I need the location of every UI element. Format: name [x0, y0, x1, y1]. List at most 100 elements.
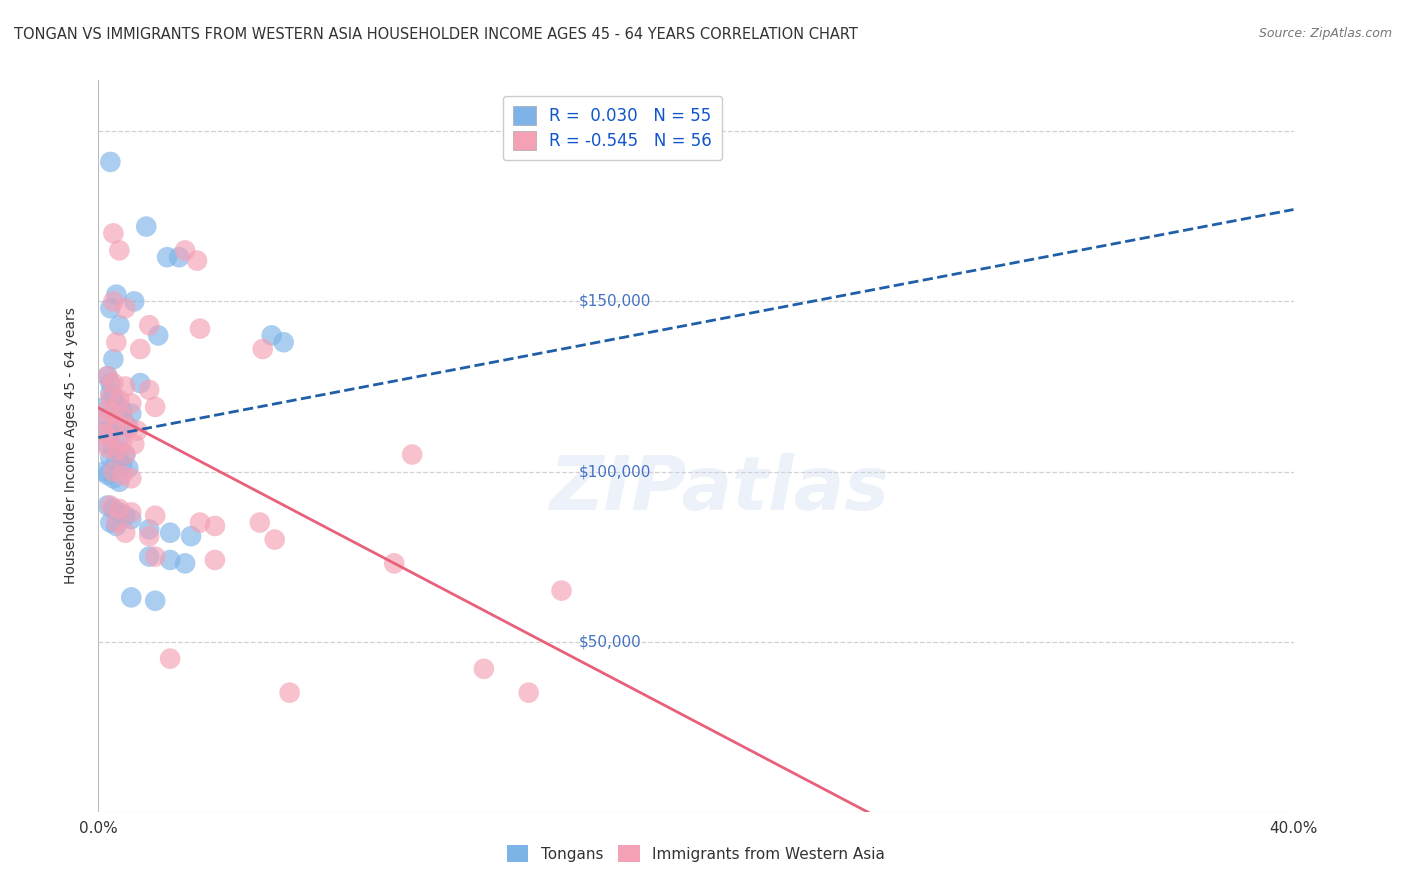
- Point: [96, 437, 118, 451]
- Point: [93, 400, 115, 414]
- Point: [98, 499, 122, 513]
- Point: [96, 403, 118, 417]
- Point: [120, 591, 142, 605]
- Point: [114, 508, 136, 523]
- Point: [472, 662, 495, 676]
- Point: [159, 651, 181, 665]
- Point: [278, 686, 301, 700]
- Point: [174, 557, 197, 571]
- Point: [249, 516, 271, 530]
- Point: [98, 155, 122, 169]
- Point: [105, 335, 128, 350]
- Point: [93, 424, 115, 438]
- Point: [188, 321, 211, 335]
- Point: [98, 427, 122, 442]
- Point: [188, 516, 211, 530]
- Point: [105, 444, 128, 458]
- Point: [174, 244, 197, 258]
- Point: [108, 430, 131, 444]
- Point: [111, 434, 134, 448]
- Point: [105, 287, 128, 301]
- Point: [156, 250, 179, 264]
- Point: [120, 505, 142, 519]
- Point: [108, 475, 131, 489]
- Point: [105, 413, 128, 427]
- Point: [117, 461, 139, 475]
- Point: [135, 219, 157, 234]
- Point: [550, 583, 572, 598]
- Point: [98, 516, 122, 530]
- Point: [117, 420, 139, 434]
- Point: [138, 383, 160, 397]
- Point: [138, 549, 160, 564]
- Point: [204, 553, 226, 567]
- Point: [103, 465, 125, 479]
- Point: [204, 519, 226, 533]
- Point: [96, 441, 118, 455]
- Point: [98, 390, 122, 404]
- Point: [120, 396, 142, 410]
- Point: [138, 529, 160, 543]
- Point: [120, 471, 142, 485]
- Point: [263, 533, 285, 547]
- Point: [111, 410, 134, 425]
- Point: [103, 502, 125, 516]
- Text: $50,000: $50,000: [579, 634, 641, 649]
- Point: [108, 505, 131, 519]
- Point: [93, 427, 115, 442]
- Point: [96, 499, 118, 513]
- Point: [103, 227, 125, 241]
- Point: [186, 253, 208, 268]
- Y-axis label: Householder Income Ages 45 - 64 years: Householder Income Ages 45 - 64 years: [63, 308, 77, 584]
- Point: [148, 328, 170, 343]
- Text: $200,000: $200,000: [579, 124, 651, 139]
- Point: [117, 420, 139, 434]
- Point: [96, 369, 118, 384]
- Point: [252, 342, 274, 356]
- Point: [114, 379, 136, 393]
- Point: [96, 410, 118, 425]
- Point: [143, 400, 166, 414]
- Point: [143, 594, 166, 608]
- Text: $100,000: $100,000: [579, 464, 651, 479]
- Point: [180, 529, 202, 543]
- Point: [96, 369, 118, 384]
- Point: [159, 553, 181, 567]
- Text: Source: ZipAtlas.com: Source: ZipAtlas.com: [1258, 27, 1392, 40]
- Point: [105, 516, 128, 530]
- Point: [114, 417, 136, 431]
- Point: [401, 448, 423, 462]
- Point: [96, 467, 118, 482]
- Point: [103, 294, 125, 309]
- Point: [103, 471, 125, 485]
- Point: [143, 549, 166, 564]
- Point: [260, 328, 283, 343]
- Point: [108, 444, 131, 458]
- Point: [103, 352, 125, 367]
- Point: [105, 417, 128, 431]
- Point: [124, 437, 146, 451]
- Point: [103, 407, 125, 421]
- Point: [138, 318, 160, 333]
- Point: [93, 413, 115, 427]
- Point: [273, 335, 295, 350]
- Point: [120, 407, 142, 421]
- Point: [120, 512, 142, 526]
- Point: [129, 342, 152, 356]
- Point: [127, 424, 149, 438]
- Point: [103, 441, 125, 455]
- Point: [103, 376, 125, 390]
- Point: [105, 519, 128, 533]
- Point: [114, 301, 136, 316]
- Legend: Tongans, Immigrants from Western Asia: Tongans, Immigrants from Western Asia: [499, 837, 893, 870]
- Point: [129, 376, 152, 390]
- Point: [98, 301, 122, 316]
- Point: [111, 467, 134, 482]
- Point: [98, 376, 122, 390]
- Text: $150,000: $150,000: [579, 293, 651, 309]
- Point: [114, 448, 136, 462]
- Point: [111, 403, 134, 417]
- Point: [108, 318, 131, 333]
- Point: [159, 525, 181, 540]
- Point: [98, 430, 122, 444]
